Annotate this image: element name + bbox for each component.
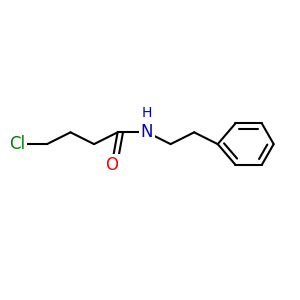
Text: H: H [142, 106, 152, 120]
Text: O: O [105, 156, 118, 174]
Text: Cl: Cl [9, 135, 26, 153]
Text: N: N [141, 123, 153, 141]
